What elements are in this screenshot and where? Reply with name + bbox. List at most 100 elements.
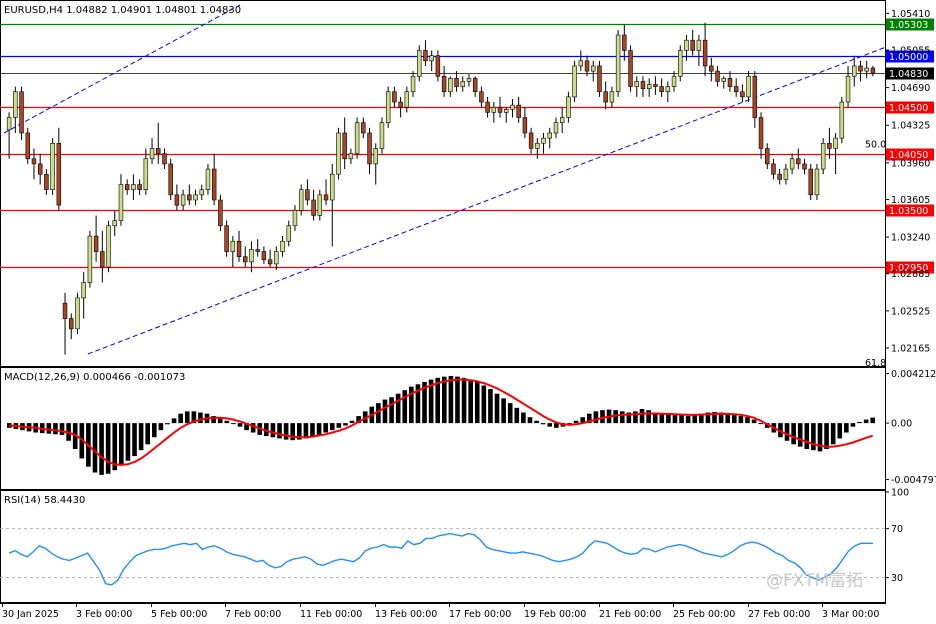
macd-histogram-bar	[804, 423, 810, 449]
candle-body-bull	[13, 91, 18, 118]
macd-histogram-bar	[46, 423, 52, 434]
macd-title: MACD(12,26,9) 0.000466 -0.001073	[4, 372, 185, 383]
macd-histogram-bar	[811, 423, 816, 451]
macd-histogram-bar	[145, 423, 151, 445]
candle-body-bear	[323, 194, 329, 201]
candle-body-bear	[640, 81, 646, 89]
rsi-axis-label: 100	[891, 488, 909, 499]
macd-histogram-bar	[59, 423, 65, 435]
candle-body-bull	[566, 96, 571, 118]
candle-body-bull	[379, 122, 385, 149]
macd-histogram-bar	[699, 413, 704, 424]
macd-histogram-bar	[303, 423, 309, 439]
macd-histogram-bar	[494, 393, 500, 424]
price-axis-label: 1.05410	[891, 9, 930, 20]
fib-level-label: 61.8	[865, 358, 886, 369]
macd-histogram-bar	[184, 411, 190, 424]
macd-histogram-bar	[435, 377, 441, 424]
price-axis-label: 1.05055	[891, 45, 930, 56]
candle-body-bull	[106, 225, 111, 268]
candle-body-bull	[417, 50, 422, 77]
candle-body-bear	[659, 86, 664, 93]
time-axis-label: 25 Feb 00:00	[673, 609, 735, 620]
trendline-upper-channel	[3, 4, 241, 134]
candle-body-bear	[584, 60, 590, 72]
candle-body-bull	[292, 210, 298, 227]
macd-histogram-bar	[119, 423, 124, 466]
candle-body-bear	[733, 86, 739, 93]
macd-histogram-bar	[448, 376, 454, 424]
candle-body-bull	[578, 60, 584, 67]
candle-body-bear	[808, 168, 813, 196]
price-level-tag	[886, 67, 934, 80]
candle-body-bull	[671, 75, 677, 87]
macd-histogram-bar	[461, 377, 467, 424]
candle-body-bull	[833, 137, 838, 149]
candle-body-bull	[678, 50, 683, 77]
macd-histogram-bar	[534, 420, 539, 424]
macd-histogram-bar	[540, 423, 546, 425]
macd-histogram-bar	[422, 381, 427, 424]
price-level-label: 1.04500	[889, 103, 928, 114]
macd-histogram-bar	[323, 423, 328, 433]
macd-histogram-bar	[178, 413, 183, 424]
candle-body-bull	[280, 240, 285, 252]
candle-body-bear	[796, 158, 801, 165]
price-axis-label: 1.03960	[891, 158, 930, 169]
candle-body-bear	[100, 251, 105, 268]
candle-body-bear	[758, 117, 764, 149]
candle-body-bull	[131, 184, 136, 190]
candle-body-bear	[37, 163, 43, 175]
candle-body-bull	[845, 75, 851, 103]
candle-body-bull	[541, 137, 546, 144]
macd-histogram-bar	[712, 411, 717, 424]
price-level-tag	[886, 101, 934, 114]
candle-body-bear	[218, 199, 223, 227]
candle-body-bear	[522, 117, 528, 134]
candle-body-bear	[211, 168, 217, 201]
candle-body-bull	[50, 142, 55, 190]
candle-body-bear	[137, 184, 142, 190]
candle-body-bull	[665, 86, 671, 93]
candle-body-bull	[646, 84, 652, 89]
macd-histogram-bar	[132, 423, 137, 457]
macd-histogram-bar	[692, 414, 698, 424]
candles	[6, 22, 876, 355]
price-level-tag	[886, 148, 934, 161]
macd-histogram-bar	[830, 423, 836, 445]
candle-body-bear	[441, 75, 447, 93]
candle-body-bear	[25, 132, 30, 160]
macd-histogram-bar	[441, 376, 447, 424]
candle-body-bear	[31, 158, 37, 165]
candle-body-bear	[454, 78, 459, 87]
macd-histogram-bar	[685, 416, 691, 424]
candle-body-bull	[149, 148, 155, 160]
macd-histogram-bar	[580, 417, 586, 424]
macd-histogram-bar	[329, 423, 335, 431]
candle-body-bull	[746, 75, 751, 98]
candle-body-bull	[466, 78, 472, 82]
macd-axis-label: 0.00	[891, 419, 912, 430]
price-level-tag	[886, 261, 934, 274]
macd-histogram-bar	[725, 413, 731, 424]
candle-body-bull	[572, 65, 577, 98]
macd-histogram-bar	[784, 423, 790, 441]
macd-histogram-bar	[844, 423, 849, 433]
candle-body-bear	[56, 142, 62, 206]
time-axis-label: 19 Feb 00:00	[524, 609, 586, 620]
candle-body-bear	[622, 34, 627, 51]
candle-body-bull	[609, 91, 615, 103]
macd-histogram-bar	[797, 423, 803, 447]
time-axis-label: 5 Feb 00:00	[151, 609, 207, 620]
candle-body-bull	[385, 91, 391, 123]
macd-histogram-bar	[514, 407, 520, 424]
candle-body-bear	[479, 91, 484, 103]
rsi-title: RSI(14) 58.4430	[4, 495, 85, 506]
candle-body-bear	[187, 194, 192, 201]
macd-histogram-bar	[158, 423, 164, 431]
macd-histogram-bar	[376, 403, 381, 424]
candle-body-bear	[740, 91, 745, 98]
candle-body-bull	[410, 75, 416, 93]
candle-body-bear	[398, 101, 403, 108]
candle-body-bear	[342, 132, 347, 160]
